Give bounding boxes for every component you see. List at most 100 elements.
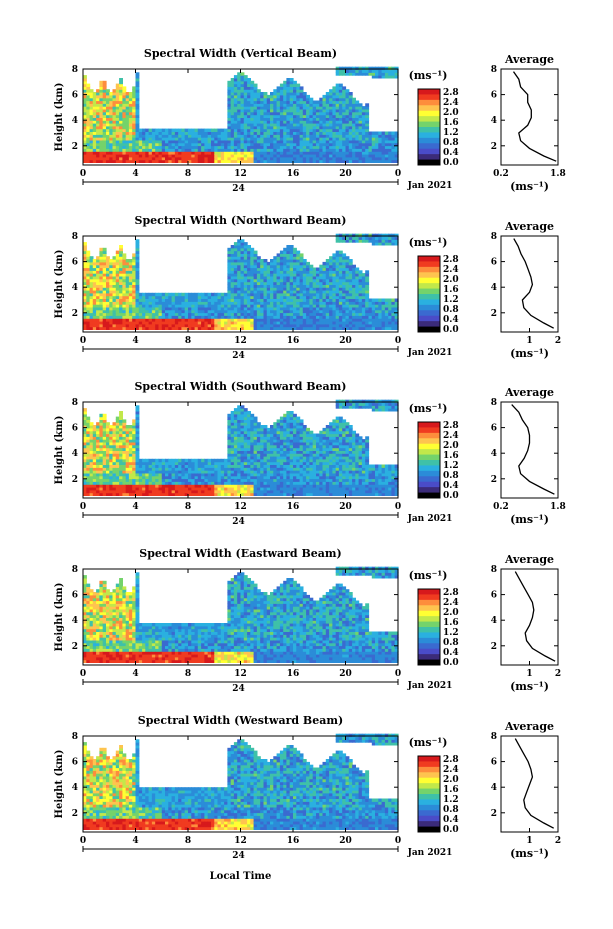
heatmap-cell (224, 295, 228, 299)
heatmap-cell (296, 94, 301, 99)
heatmap-cell (352, 103, 356, 107)
heatmap-cell (250, 92, 255, 96)
heatmap-cell (338, 92, 343, 96)
heatmap-cell (309, 275, 314, 280)
heatmap-cell (158, 298, 163, 302)
heatmap-cell (106, 106, 110, 110)
heatmap-cell (96, 123, 100, 127)
heatmap-cell (106, 292, 110, 297)
heatmap-cell (289, 137, 294, 141)
heatmap-cell (391, 75, 396, 79)
heatmap-cell (106, 131, 110, 135)
heatmap-cell (106, 103, 110, 107)
heatmap-cell (112, 323, 117, 328)
heatmap-cell (83, 151, 87, 155)
heatmap-cell (256, 270, 261, 274)
heatmap-cell (128, 304, 133, 308)
heatmap-cell (289, 326, 294, 330)
heatmap-cell (106, 290, 110, 294)
heatmap-cell (171, 321, 176, 325)
heatmap-cell (309, 154, 314, 158)
heatmap-cell (92, 259, 97, 263)
heatmap-cell (286, 273, 291, 277)
heatmap-cell (342, 111, 347, 116)
heatmap-cell (279, 292, 284, 297)
heatmap-cell (273, 134, 278, 138)
heatmap-cell (148, 298, 153, 302)
heatmap-cell (243, 139, 248, 144)
heatmap-cell (174, 131, 179, 135)
heatmap-cell (361, 131, 366, 135)
heatmap-cell (289, 250, 294, 254)
heatmap-cell (338, 97, 343, 102)
heatmap-cell (266, 103, 271, 107)
heatmap-cell (99, 159, 104, 163)
heatmap-cell (312, 148, 317, 152)
heatmap-cell (312, 287, 317, 291)
heatmap-cell (289, 148, 294, 152)
heatmap-cell (237, 304, 242, 308)
panel-title: Spectral Width (Vertical Beam) (144, 47, 337, 60)
heatmap-cell (368, 142, 373, 147)
heatmap-cell (102, 159, 107, 163)
heatmap-cell (112, 106, 117, 110)
heatmap-cell (289, 125, 294, 130)
colorbar-tick-label: 2.4 (443, 98, 459, 108)
heatmap-cell (168, 306, 173, 311)
heatmap-cell (106, 284, 110, 288)
heatmap-cell (352, 159, 356, 163)
heatmap-cell (227, 131, 232, 135)
heatmap-cell (283, 253, 288, 257)
heatmap-cell (109, 267, 114, 271)
heatmap-cell (309, 108, 314, 113)
heatmap-cell (279, 154, 284, 158)
heatmap-cell (325, 108, 330, 113)
heatmap-cell (375, 131, 379, 135)
heatmap-cell (125, 151, 130, 155)
heatmap-cell (217, 139, 222, 144)
heatmap-cell (211, 295, 215, 299)
heatmap-cell (299, 261, 304, 266)
heatmap-cell (279, 94, 284, 99)
heatmap-cell (135, 134, 140, 138)
heatmap-cell (99, 264, 104, 269)
heatmap-cell (286, 323, 291, 328)
heatmap-cell (253, 131, 258, 135)
heatmap-cell (115, 137, 120, 141)
heatmap-cell (388, 134, 393, 138)
heatmap-cell (119, 295, 123, 299)
heatmap-cell (227, 304, 232, 308)
heatmap-cell (214, 326, 219, 330)
heatmap-cell (247, 92, 251, 96)
heatmap-cell (132, 108, 137, 113)
panel-title: Spectral Width (Southward Beam) (134, 380, 346, 393)
heatmap-cell (263, 156, 268, 161)
heatmap-cell (289, 156, 294, 161)
heatmap-cell (316, 151, 320, 155)
heatmap-cell (142, 137, 146, 141)
heatmap-cell (99, 278, 104, 283)
heatmap-cell (135, 309, 140, 314)
heatmap-cell (155, 304, 160, 308)
heatmap-cell (302, 137, 307, 141)
heatmap-cell (309, 270, 314, 274)
heatmap-cell (276, 275, 281, 280)
heatmap-cell (250, 306, 255, 311)
heatmap-cell (250, 261, 255, 266)
heatmap-cell (243, 312, 248, 316)
heatmap-cell (253, 94, 258, 99)
heatmap-cell (345, 139, 350, 144)
heatmap-cell (181, 326, 186, 330)
heatmap-cell (243, 78, 248, 82)
heatmap-cell (197, 154, 202, 158)
profile-x-label: (ms⁻¹) (510, 180, 549, 193)
heatmap-cell (283, 94, 288, 99)
heatmap-cell (316, 159, 320, 163)
heatmap-cell (102, 137, 107, 141)
heatmap-cell (293, 89, 297, 93)
heatmap-cell (128, 312, 133, 316)
heatmap-cell (132, 103, 137, 107)
heatmap-cell (247, 139, 251, 144)
heatmap-cell (263, 134, 268, 138)
heatmap-cell (250, 304, 255, 308)
